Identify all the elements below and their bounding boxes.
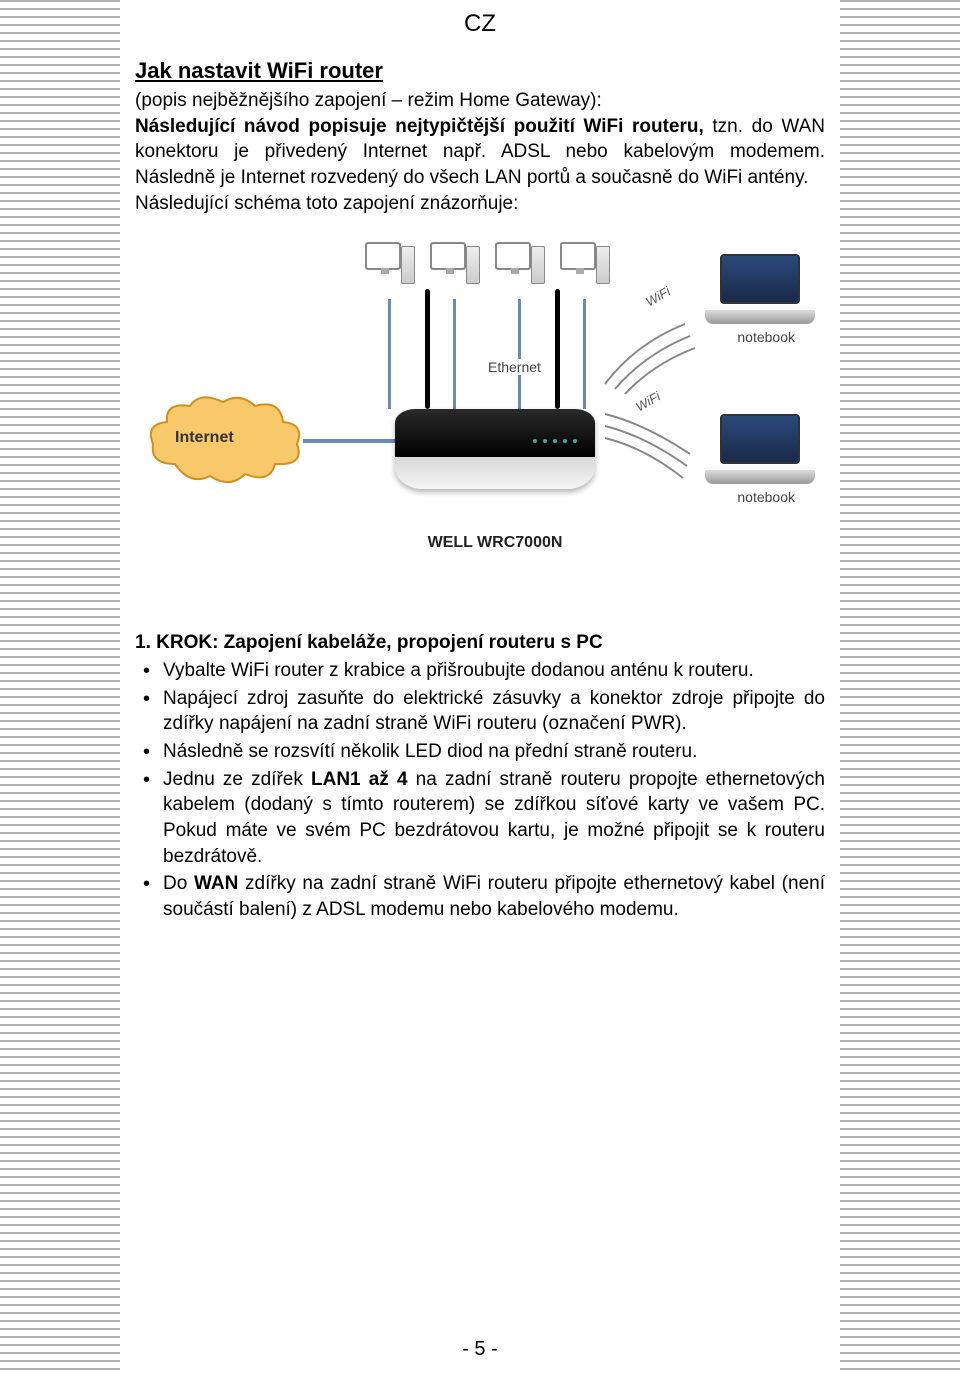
notebook-icon [705,254,815,324]
step-text: Jednu ze zdířek [163,769,311,790]
intro-subtitle: (popis nejběžnějšího zapojení – režim Ho… [135,90,602,111]
intro-bold: Následující návod popisuje nejtypičtější… [135,116,704,137]
intro-schema: Následující schéma toto zapojení znázorň… [135,193,518,214]
wifi-waves-icon [595,394,715,494]
ethernet-label: Ethernet [485,359,544,375]
router-antenna-icon [555,289,560,409]
step-list: Vybalte WiFi router z krabice a přišroub… [135,658,825,922]
step-text: zdířky na zadní straně WiFi routeru přip… [163,873,825,920]
step-text-bold: LAN1 až 4 [311,769,408,790]
lan-cable [388,299,391,409]
language-label: CZ [135,10,825,38]
step-item: Napájecí zdroj zasuňte do elektrické zás… [163,686,825,737]
pc-group [365,242,615,312]
step-text: Do [163,873,194,894]
lan-cable [518,299,521,409]
network-diagram: Internet Ethernet WELL WRC7000N [135,234,825,614]
wan-cable [303,439,395,443]
notebook-label: notebook [737,329,795,345]
lan-cable [453,299,456,409]
desktop-pc-icon [495,242,545,297]
step-item: Do WAN zdířky na zadní straně WiFi route… [163,871,825,922]
step-text-bold: WAN [194,873,238,894]
notebook-label: notebook [737,489,795,505]
router-antenna-icon [425,289,430,409]
page-title: Jak nastavit WiFi router [135,58,825,84]
step-text: Napájecí zdroj zasuňte do elektrické zás… [163,688,825,735]
page-number: - 5 - [0,1338,960,1361]
step-1-heading: 1. KROK: Zapojení kabeláže, propojení ro… [135,632,825,654]
desktop-pc-icon [365,242,415,297]
step-text: Následně se rozsvítí několik LED diod na… [163,741,697,762]
step-item: Následně se rozsvítí několik LED diod na… [163,739,825,765]
decorative-stripes-right [840,0,960,1373]
step-item: Jednu ze zdířek LAN1 až 4 na zadní stran… [163,767,825,870]
router-model-label: WELL WRC7000N [395,534,595,552]
step-item: Vybalte WiFi router z krabice a přišroub… [163,658,825,684]
page-content: CZ Jak nastavit WiFi router (popis nejbě… [135,10,825,1333]
lan-cable [583,299,586,409]
decorative-stripes-left [0,0,120,1373]
router-icon [395,409,595,489]
intro-paragraph: (popis nejběžnějšího zapojení – režim Ho… [135,88,825,216]
internet-label: Internet [175,429,234,447]
notebook-icon [705,414,815,484]
desktop-pc-icon [430,242,480,297]
step-text: Vybalte WiFi router z krabice a přišroub… [163,660,754,681]
